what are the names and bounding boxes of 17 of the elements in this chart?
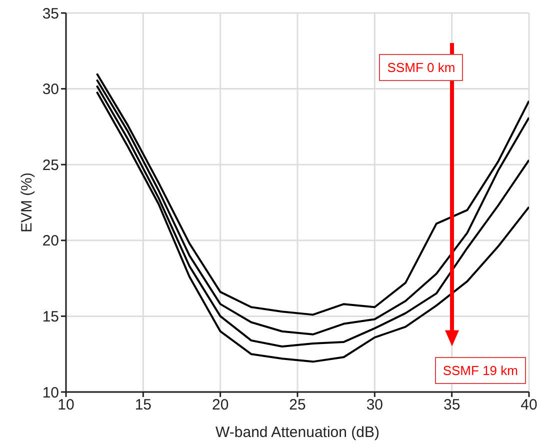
annotation: SSMF 0 km (379, 54, 464, 81)
x-tick-label: 20 (212, 396, 229, 414)
y-tick-label: 10 (42, 384, 59, 402)
x-tick-label: 30 (366, 396, 384, 414)
x-tick-label: 10 (58, 396, 74, 414)
x-tick-label: 35 (443, 396, 460, 414)
x-tick-label: 15 (134, 396, 152, 414)
y-tick-label: 15 (42, 308, 59, 326)
x-tick-label: 40 (520, 396, 538, 414)
x-tick-label: 25 (289, 396, 306, 414)
x-axis-title: W-band Attenuation (dB) (216, 424, 380, 441)
y-tick-label: 35 (42, 5, 59, 22)
y-tick-label: 20 (42, 232, 59, 250)
annotation: SSMF 19 km (434, 357, 526, 384)
y-tick-label: 25 (42, 156, 59, 174)
y-axis-title: EVM (%) (18, 172, 36, 232)
y-tick-label: 30 (42, 81, 59, 98)
